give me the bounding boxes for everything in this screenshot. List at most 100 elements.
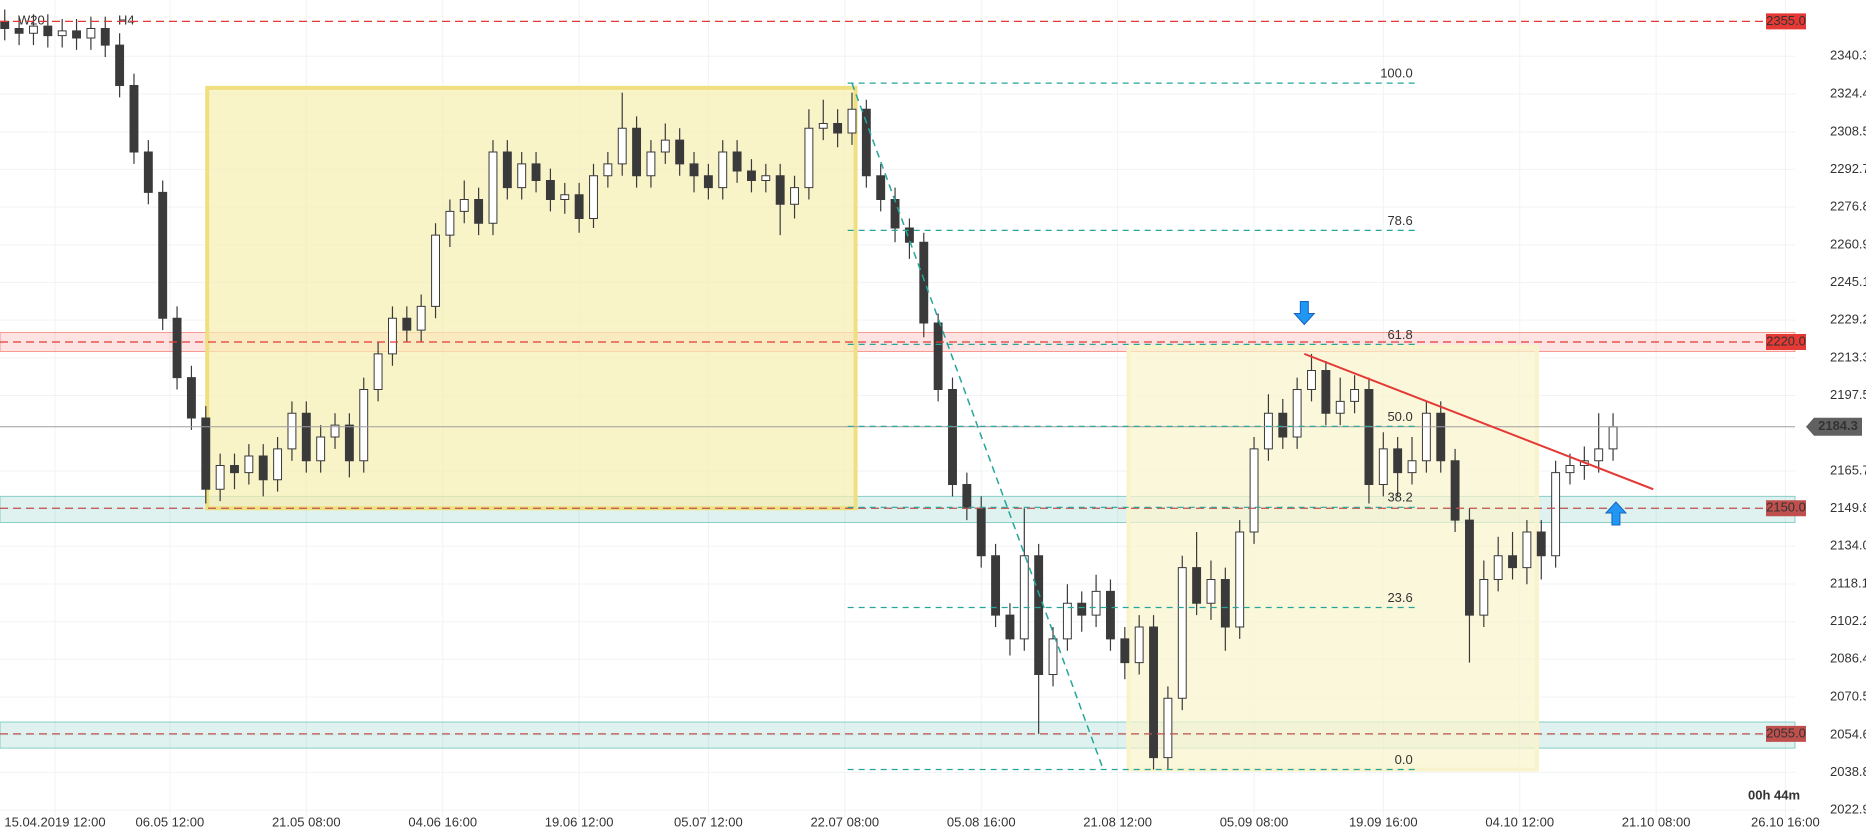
fib-label: 50.0 (1387, 409, 1412, 424)
candle-body (1192, 567, 1202, 604)
candle-body (431, 234, 440, 307)
candle-body (962, 484, 972, 509)
last-price-bg (1806, 417, 1862, 436)
candle-body (660, 139, 670, 153)
y-tick-label: 2245.1 (1830, 274, 1866, 289)
candle-body (747, 170, 756, 181)
candle-body (1278, 412, 1288, 438)
candle-body (1149, 626, 1158, 759)
candle-body (316, 436, 326, 462)
y-tick-label: 2102.2 (1830, 613, 1866, 628)
candle-body (172, 317, 182, 379)
candle-body (1436, 412, 1446, 462)
candle-body (244, 455, 254, 474)
candle-body (718, 151, 728, 189)
candle-body (689, 163, 699, 177)
candle-body (1421, 412, 1431, 462)
trendline (851, 82, 1104, 770)
y-tick-label: 2038.8 (1830, 764, 1866, 779)
level-label-bg (1766, 725, 1806, 742)
y-tick-label: 2086.4 (1830, 651, 1866, 666)
candle-body (861, 108, 871, 177)
candle-body (1048, 638, 1058, 675)
y-tick-label: 2260.9 (1830, 236, 1866, 251)
candle-body (1120, 638, 1130, 664)
level-label-bg (1766, 500, 1806, 517)
candle-body (1508, 555, 1517, 569)
candle-body (847, 108, 857, 134)
candle-body (991, 555, 1001, 616)
trendline (1303, 352, 1654, 491)
y-tick-label: 2340.3 (1830, 48, 1866, 63)
candle-body (675, 139, 685, 165)
x-tick-label: 21.08 12:00 (1083, 814, 1152, 829)
x-tick-label: 04.06 16:00 (408, 814, 477, 829)
x-tick-label: 05.08 16:00 (947, 814, 1016, 829)
candle-body (1493, 555, 1503, 580)
x-tick-label: 06.05 12:00 (136, 814, 205, 829)
candle-body (1206, 579, 1216, 604)
candle-body (1034, 555, 1044, 675)
candle-body (14, 28, 24, 34)
candle-body (1091, 590, 1101, 616)
candle-body (115, 44, 125, 86)
candle-body (373, 353, 383, 390)
x-tick-label: 19.06 12:00 (545, 814, 614, 829)
box (1126, 344, 1539, 772)
x-tick-label: 05.07 12:00 (674, 814, 743, 829)
candle-body (158, 191, 168, 319)
candle-body (976, 507, 986, 557)
fib-label: 0.0 (1395, 752, 1413, 767)
candle-body (57, 30, 67, 37)
last-price-label: 2184.3 (1818, 418, 1858, 433)
candle-body (933, 322, 943, 390)
y-tick-label: 2165.7 (1830, 462, 1866, 477)
candle-body (143, 151, 153, 193)
candle-body (330, 424, 340, 438)
candle-body (388, 317, 397, 355)
x-tick-label: 04.10 12:00 (1485, 814, 1554, 829)
candle-body (86, 28, 96, 39)
level-label-bg (1766, 334, 1806, 350)
candle-body (919, 241, 929, 324)
candle-body (818, 123, 828, 129)
candle-body (1479, 579, 1489, 616)
y-tick-label: 2324.4 (1830, 85, 1866, 100)
candle-body (1106, 590, 1115, 640)
candle-body (1062, 602, 1072, 640)
candle-body (100, 28, 110, 46)
candle-body (804, 127, 814, 189)
fib-label: 38.2 (1387, 490, 1412, 505)
candle-body (1393, 448, 1403, 474)
candle-body (1608, 426, 1618, 450)
candle-body (589, 175, 598, 219)
candle-body (416, 305, 426, 331)
candle-body (129, 85, 139, 153)
candle-body (1450, 460, 1460, 521)
candle-body (301, 412, 311, 462)
countdown: 00h 44m (1748, 787, 1800, 802)
level-label: 2220.0 (1766, 333, 1806, 348)
y-tick-label: 2276.8 (1830, 199, 1866, 214)
candle-body (1364, 389, 1374, 485)
candle-body (948, 389, 957, 485)
interval: H4 (118, 12, 135, 27)
box (205, 85, 858, 511)
candle-body (1249, 448, 1259, 533)
candle-body (1536, 531, 1546, 557)
candle-body (1263, 412, 1273, 450)
candle-body (1335, 400, 1345, 414)
x-tick-label: 21.10 08:00 (1622, 814, 1691, 829)
candle-body (488, 151, 498, 224)
candle-body (517, 163, 527, 189)
y-tick-label: 2118.1 (1830, 575, 1866, 590)
candle-body (1220, 579, 1230, 628)
candle-body (1292, 389, 1302, 438)
signal-arrow (1293, 301, 1316, 326)
candle-body (273, 448, 283, 481)
x-tick-label: 15.04.2019 12:00 (4, 814, 105, 829)
y-tick-label: 2197.5 (1830, 387, 1866, 402)
candle-body (790, 187, 799, 205)
candle-body (344, 424, 354, 462)
